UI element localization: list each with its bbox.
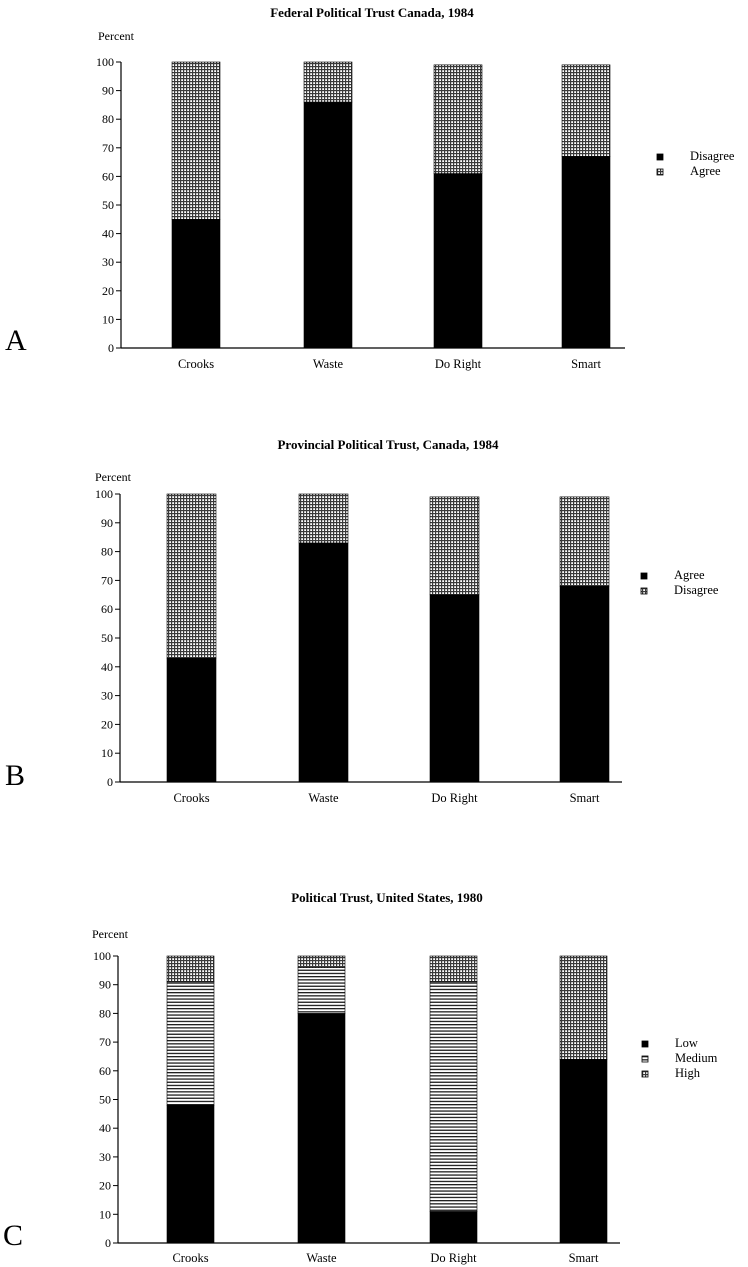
legend-marker-agree bbox=[656, 168, 664, 176]
x-category-label: Smart bbox=[569, 1251, 599, 1265]
bar-disagree-waste bbox=[303, 61, 353, 103]
bar-low-waste bbox=[297, 1013, 346, 1244]
y-axis-label: Percent bbox=[92, 927, 129, 941]
x-category-label: Waste bbox=[306, 1251, 337, 1265]
y-tick-label: 10 bbox=[102, 312, 114, 326]
bar-medium-waste bbox=[297, 967, 346, 1014]
y-tick-label: 70 bbox=[102, 141, 114, 155]
bar-high-crooks bbox=[166, 955, 215, 983]
bar-agree-crooks bbox=[171, 219, 221, 349]
y-tick-label: 20 bbox=[101, 717, 113, 731]
y-tick-label: 70 bbox=[101, 573, 113, 587]
y-tick-label: 30 bbox=[99, 1150, 111, 1164]
y-tick-label: 20 bbox=[99, 1179, 111, 1193]
y-tick-label: 80 bbox=[101, 545, 113, 559]
y-tick-label: 50 bbox=[99, 1093, 111, 1107]
bar-agree-waste bbox=[303, 101, 353, 349]
legend-label: Agree bbox=[690, 164, 721, 178]
y-tick-label: 80 bbox=[102, 112, 114, 126]
x-category-label: Waste bbox=[308, 791, 339, 805]
chart-panel-a: Federal Political Trust Canada, 1984 Perc… bbox=[5, 5, 735, 371]
x-category-label: Waste bbox=[313, 357, 344, 371]
y-tick-label: 50 bbox=[101, 631, 113, 645]
y-tick-label: 60 bbox=[99, 1064, 111, 1078]
chart-title: Political Trust, United States, 1980 bbox=[291, 890, 483, 905]
y-tick-label: 90 bbox=[101, 516, 113, 530]
legend-marker-disagree bbox=[640, 587, 648, 595]
legend-label: High bbox=[675, 1066, 701, 1080]
y-tick-label: 90 bbox=[99, 978, 111, 992]
chart-title: Provincial Political Trust, Canada, 1984 bbox=[277, 437, 499, 452]
legend-marker-disagree bbox=[656, 153, 664, 161]
panel-letter: B bbox=[5, 759, 25, 792]
y-tick-label: 90 bbox=[102, 84, 114, 98]
bar-agree-do-right bbox=[433, 173, 483, 349]
chart-title: Federal Political Trust Canada, 1984 bbox=[270, 5, 474, 20]
bar-agree-waste bbox=[298, 542, 349, 783]
bar-disagree-do-right bbox=[433, 64, 483, 174]
chart-panel-b: Provincial Political Trust, Canada, 1984… bbox=[5, 437, 719, 805]
x-category-label: Smart bbox=[571, 357, 601, 371]
y-tick-label: 40 bbox=[102, 227, 114, 241]
legend-marker-agree bbox=[640, 572, 648, 580]
legend-marker-medium bbox=[641, 1055, 649, 1063]
x-category-label: Smart bbox=[570, 791, 600, 805]
legend-label: Medium bbox=[675, 1051, 718, 1065]
bar-high-waste bbox=[297, 955, 346, 968]
y-tick-label: 60 bbox=[101, 602, 113, 616]
y-tick-label: 40 bbox=[99, 1121, 111, 1135]
y-tick-label: 30 bbox=[101, 689, 113, 703]
bar-disagree-waste bbox=[298, 493, 349, 544]
x-category-label: Crooks bbox=[172, 1251, 208, 1265]
bar-agree-smart bbox=[559, 585, 610, 783]
bar-disagree-do-right bbox=[429, 496, 480, 596]
y-tick-label: 100 bbox=[96, 55, 114, 69]
y-tick-label: 70 bbox=[99, 1035, 111, 1049]
bar-high-smart bbox=[559, 955, 608, 1060]
bar-disagree-crooks bbox=[166, 493, 217, 659]
legend-marker-high bbox=[641, 1070, 649, 1078]
legend-label: Disagree bbox=[690, 149, 735, 163]
legend-marker-low bbox=[641, 1040, 649, 1048]
y-tick-label: 0 bbox=[107, 775, 113, 789]
bar-low-do-right bbox=[429, 1211, 478, 1244]
bar-agree-crooks bbox=[166, 657, 217, 783]
y-tick-label: 0 bbox=[108, 341, 114, 355]
y-axis-label: Percent bbox=[98, 29, 135, 43]
y-tick-label: 50 bbox=[102, 198, 114, 212]
y-axis-label: Percent bbox=[95, 470, 132, 484]
y-tick-label: 0 bbox=[105, 1236, 111, 1250]
legend-label: Disagree bbox=[674, 583, 719, 597]
x-category-label: Crooks bbox=[178, 357, 214, 371]
bar-agree-do-right bbox=[429, 594, 480, 783]
y-tick-label: 100 bbox=[93, 949, 111, 963]
x-category-label: Do Right bbox=[435, 357, 482, 371]
bar-disagree-smart bbox=[561, 64, 611, 157]
bar-medium-crooks bbox=[166, 981, 215, 1106]
bar-agree-smart bbox=[561, 156, 611, 349]
y-tick-label: 40 bbox=[101, 660, 113, 674]
y-tick-label: 100 bbox=[95, 487, 113, 501]
legend-label: Agree bbox=[674, 568, 705, 582]
y-tick-label: 80 bbox=[99, 1006, 111, 1020]
chart-panel-c: Political Trust, United States, 1980 Perc… bbox=[3, 890, 718, 1265]
x-category-label: Do Right bbox=[430, 1251, 477, 1265]
y-tick-label: 30 bbox=[102, 255, 114, 269]
y-tick-label: 60 bbox=[102, 169, 114, 183]
x-category-label: Crooks bbox=[173, 791, 209, 805]
bar-disagree-smart bbox=[559, 496, 610, 587]
y-tick-label: 10 bbox=[99, 1207, 111, 1221]
y-tick-label: 20 bbox=[102, 284, 114, 298]
panel-letter: C bbox=[3, 1219, 23, 1252]
y-tick-label: 10 bbox=[101, 746, 113, 760]
bar-low-smart bbox=[559, 1059, 608, 1244]
legend-label: Low bbox=[675, 1036, 698, 1050]
bar-low-crooks bbox=[166, 1104, 215, 1244]
bar-high-do-right bbox=[429, 955, 478, 983]
bar-medium-do-right bbox=[429, 981, 478, 1212]
panel-letter: A bbox=[5, 324, 27, 357]
x-category-label: Do Right bbox=[431, 791, 478, 805]
bar-disagree-crooks bbox=[171, 61, 221, 220]
